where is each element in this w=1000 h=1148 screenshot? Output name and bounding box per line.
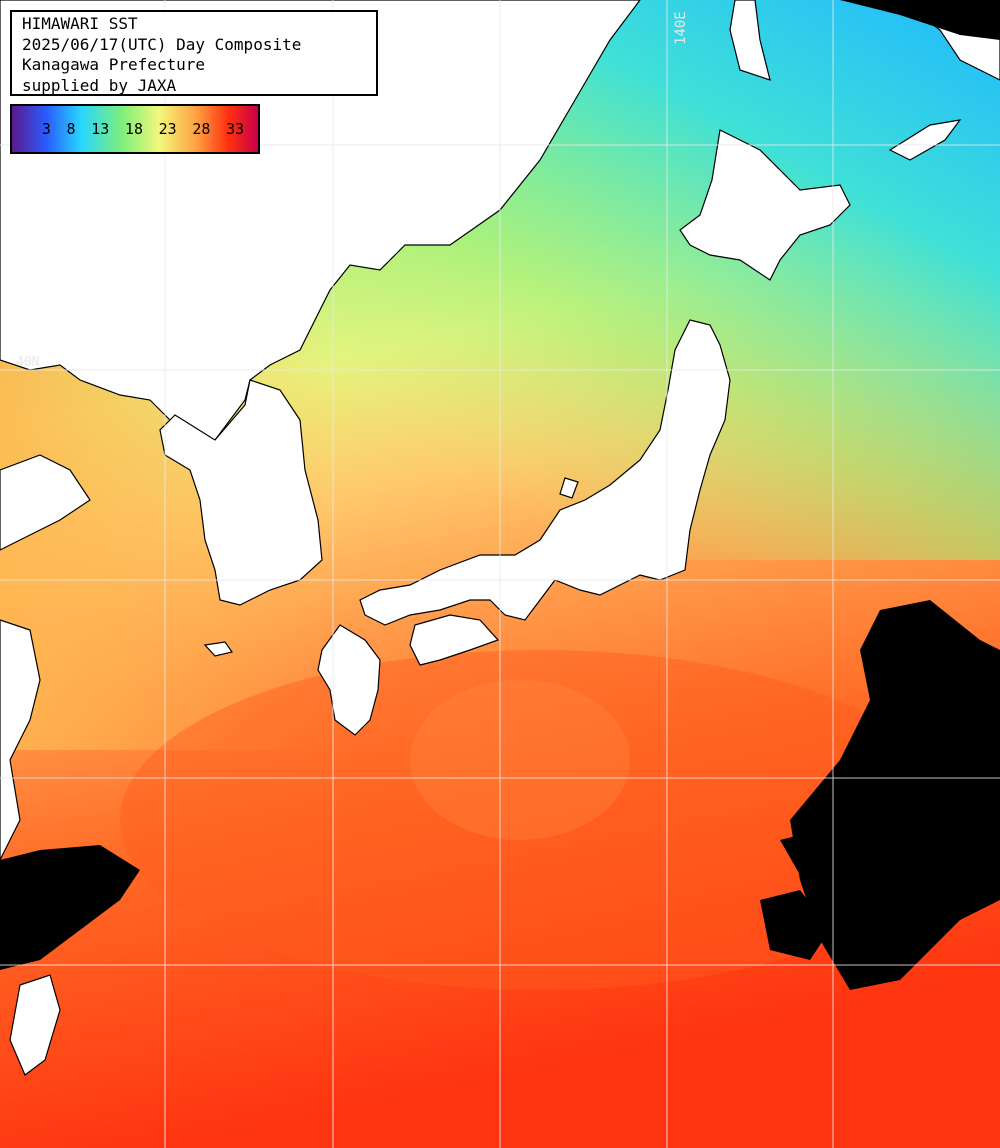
scale-label: 33: [226, 120, 245, 138]
scale-label: 8: [66, 120, 76, 138]
cloud-ne-corner: [840, 0, 1000, 40]
scale-label: 3: [41, 120, 51, 138]
warm-eddy: [410, 680, 630, 840]
cloud-east-large: [790, 600, 1000, 990]
product-title: HIMAWARI SST: [22, 14, 138, 33]
title-block: HIMAWARI SST 2025/06/17(UTC) Day Composi…: [10, 10, 378, 96]
hokkaido: [679, 129, 851, 281]
scale-label: 13: [91, 120, 110, 138]
jeju-island: [203, 641, 233, 657]
kuroshio-warm-core: [120, 650, 960, 990]
date-composite-label: 2025/06/17(UTC) Day Composite: [22, 34, 302, 54]
scale-label: 28: [192, 120, 211, 138]
sakhalin: [729, 0, 771, 81]
longitude-label-140e: 140E: [673, 11, 689, 45]
scale-label: 23: [158, 120, 177, 138]
color-scale-legend: 3 8 13 18 23 28 33: [10, 104, 260, 154]
korean-peninsula: [159, 379, 323, 606]
scale-label: 18: [124, 120, 143, 138]
honshu: [359, 319, 731, 626]
cloud-east-patches: [760, 830, 840, 960]
sado-island: [559, 477, 579, 499]
kuril-islands: [888, 119, 962, 161]
shandong-peninsula: [0, 454, 91, 551]
supplier-label: supplied by JAXA: [22, 75, 177, 95]
prefecture-label: Kanagawa Prefecture: [22, 55, 206, 74]
latitude-label-40n: 40N: [16, 355, 39, 370]
cloud-cover: [0, 0, 1000, 990]
china-coast: [0, 619, 41, 861]
color-scale-gradient: [12, 106, 258, 152]
shikoku: [409, 614, 500, 666]
taiwan: [9, 974, 61, 1076]
cloud-west: [0, 845, 140, 970]
